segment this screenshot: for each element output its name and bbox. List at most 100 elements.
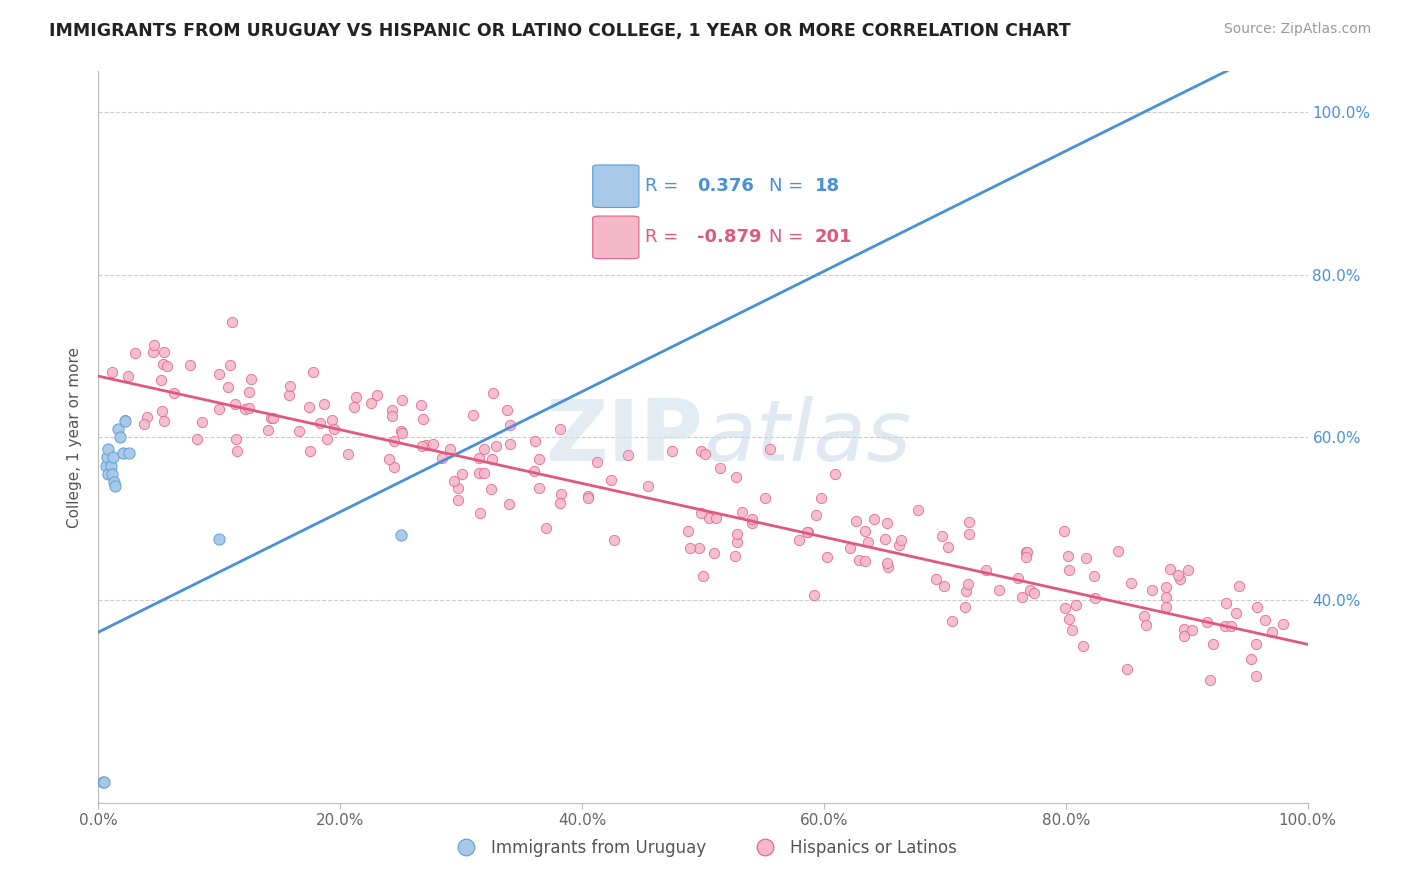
Point [523,434,546,449]
Point [100,365,122,379]
Point [1011,591,1033,605]
Point [877,560,900,574]
Point [1197,615,1219,629]
Point [156,359,179,373]
Point [534,521,557,535]
Point [890,533,912,548]
Point [485,439,508,453]
Point [1173,629,1195,643]
Point [315,433,337,447]
Point [704,510,727,524]
Point [661,444,683,458]
Point [731,505,754,519]
Point [1254,613,1277,627]
Point [1198,673,1220,688]
Point [988,582,1011,597]
Point [233,402,256,417]
Point [118,446,141,460]
Point [1154,580,1177,594]
Point [221,314,243,328]
Point [218,358,240,372]
Text: atlas: atlas [703,395,911,479]
Point [499,437,522,451]
Point [238,401,260,416]
Point [114,413,136,427]
Point [153,414,176,428]
Point [479,482,502,496]
Point [451,467,474,482]
FancyBboxPatch shape [593,165,638,208]
Point [957,527,980,541]
Point [152,404,174,418]
Point [839,541,862,556]
Point [1057,549,1080,563]
Point [323,422,346,436]
Text: N =: N = [769,177,803,194]
Point [190,415,212,429]
Point [688,541,710,555]
Point [759,442,782,457]
Point [1135,618,1157,632]
Point [391,426,413,441]
Point [262,411,284,425]
Point [1066,598,1088,612]
Point [1133,608,1156,623]
Point [529,481,551,495]
Point [496,403,519,417]
Point [741,512,763,526]
Point [585,455,607,469]
Point [360,396,382,410]
FancyBboxPatch shape [593,216,638,259]
Point [472,466,495,480]
Point [1156,590,1178,604]
Point [853,554,876,568]
Point [527,451,550,466]
Point [523,464,546,478]
Point [447,493,470,508]
Point [1213,619,1236,633]
Point [692,569,714,583]
Point [616,448,638,462]
Point [697,510,720,524]
Point [1007,571,1029,585]
Point [468,466,491,480]
Point [467,450,489,465]
Point [366,388,388,402]
Text: IMMIGRANTS FROM URUGUAY VS HISPANIC OR LATINO COLLEGE, 1 YEAR OR MORE CORRELATIO: IMMIGRANTS FROM URUGUAY VS HISPANIC OR L… [49,22,1071,40]
Point [443,474,465,488]
Point [481,385,503,400]
Point [936,540,959,554]
Point [1220,619,1243,633]
Point [382,459,405,474]
Point [1246,600,1268,615]
Point [499,418,522,433]
Point [149,373,172,387]
Point [1057,563,1080,577]
Point [876,516,898,530]
Point [1059,612,1081,626]
Point [389,527,412,541]
Point [124,346,146,360]
Point [93,775,115,789]
Point [343,400,366,414]
Point [603,533,626,548]
Text: -0.879: -0.879 [696,227,761,246]
Point [415,438,437,452]
Point [550,496,572,510]
Point [344,390,367,404]
Text: R =: R = [645,177,678,194]
Point [382,434,405,448]
Point [703,546,725,560]
Point [678,541,700,556]
Point [378,451,401,466]
Point [875,532,897,546]
Point [96,450,118,465]
Point [1261,625,1284,640]
Point [724,469,747,483]
Point [1053,524,1076,538]
Point [796,524,818,539]
Point [1053,601,1076,615]
Point [238,384,260,399]
Point [1024,586,1046,600]
Y-axis label: College, 1 year or more: College, 1 year or more [67,347,83,527]
